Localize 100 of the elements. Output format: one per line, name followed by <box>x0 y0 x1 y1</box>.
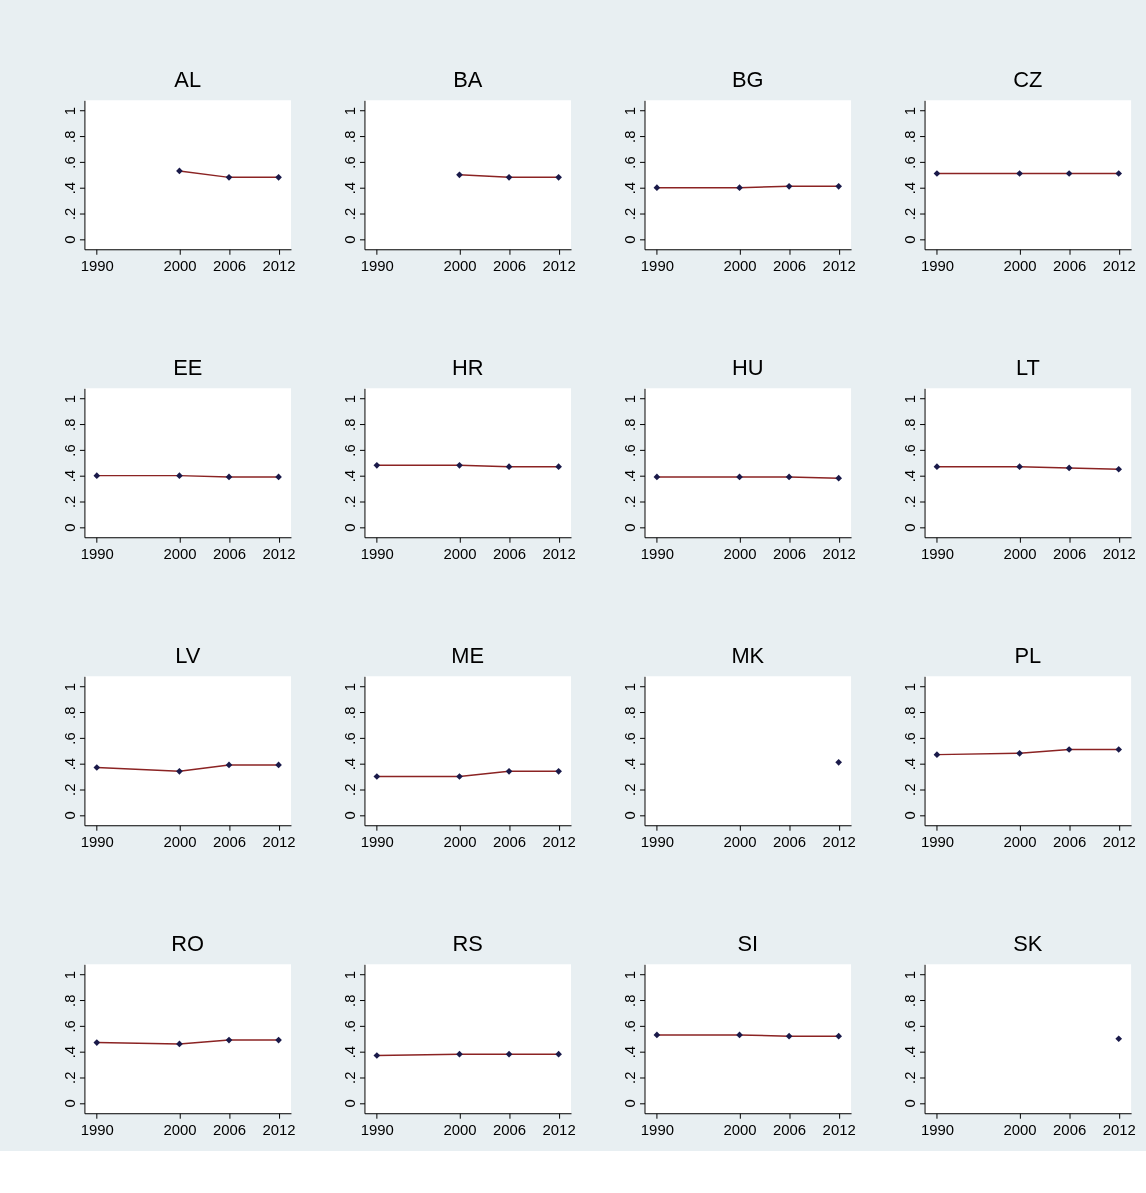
chart-title: BA <box>453 67 483 93</box>
y-tick-label: 0 <box>61 235 78 244</box>
y-tick-label: .2 <box>342 783 359 796</box>
x-tick-label: 1990 <box>920 1121 954 1138</box>
y-tick-label: .4 <box>902 757 919 771</box>
x-tick-label: 2012 <box>542 833 576 850</box>
y-tick-label: .6 <box>902 1020 919 1033</box>
chart-title: BG <box>732 67 764 93</box>
y-tick-label: 1 <box>902 394 919 404</box>
y-tick-label: 1 <box>622 106 639 116</box>
y-tick-label: .6 <box>622 732 639 745</box>
x-tick-label: 2000 <box>723 257 757 274</box>
x-tick-label: 1990 <box>360 545 394 562</box>
y-tick-label: .6 <box>902 444 919 457</box>
y-tick-label: .2 <box>622 1071 639 1084</box>
y-tick-label: 0 <box>61 811 78 820</box>
y-tick-label: .8 <box>902 130 919 143</box>
x-tick-label: 1990 <box>640 833 674 850</box>
x-tick-label: 2000 <box>443 545 477 562</box>
x-tick-label: 2006 <box>773 257 807 274</box>
x-tick-label: 2012 <box>1102 833 1136 850</box>
y-tick-label: .6 <box>342 1020 359 1033</box>
chart-title: ME <box>451 643 485 669</box>
x-tick-label: 2006 <box>212 545 247 562</box>
x-tick-label: 2006 <box>212 1121 247 1138</box>
y-tick-label: .2 <box>902 1071 919 1084</box>
y-tick-label: .2 <box>902 783 919 796</box>
chart-title: HR <box>451 355 484 381</box>
y-tick-label: .4 <box>61 757 78 771</box>
y-tick-label: .8 <box>902 994 919 1007</box>
x-tick-label: 2000 <box>443 257 477 274</box>
x-tick-label: 2012 <box>822 545 856 562</box>
y-tick-label: .2 <box>342 1071 359 1084</box>
y-tick-label: .4 <box>902 469 919 483</box>
y-tick-label: .4 <box>342 469 359 483</box>
y-tick-label: .6 <box>622 444 639 457</box>
y-tick-label: .8 <box>342 418 359 431</box>
chart-title: RS <box>452 931 483 957</box>
y-tick-label: .6 <box>61 156 78 169</box>
y-tick-label: .2 <box>342 207 359 221</box>
x-tick-label: 2000 <box>1003 545 1037 562</box>
chart-title: SI <box>737 931 759 957</box>
x-tick-label: 2012 <box>262 833 296 850</box>
x-tick-label: 2006 <box>212 257 247 274</box>
x-tick-label: 1990 <box>920 545 954 562</box>
x-tick-label: 2000 <box>723 833 757 850</box>
y-tick-label: .8 <box>61 130 78 143</box>
y-tick-label: .2 <box>342 495 359 509</box>
y-tick-label: .8 <box>61 706 78 719</box>
y-tick-label: .8 <box>622 994 639 1007</box>
y-tick-label: .8 <box>342 706 359 719</box>
x-tick-label: 2000 <box>443 833 477 850</box>
y-tick-label: .6 <box>61 444 78 457</box>
y-tick-label: .4 <box>902 181 919 195</box>
y-tick-label: 0 <box>902 523 919 532</box>
y-tick-label: 0 <box>61 523 78 532</box>
x-tick-label: 2000 <box>163 833 197 850</box>
x-tick-label: 1990 <box>640 1121 674 1138</box>
chart-title: HU <box>732 355 764 381</box>
point <box>225 761 233 769</box>
x-tick-label: 2006 <box>773 545 807 562</box>
x-tick-label: 2012 <box>262 545 296 562</box>
chart-title: PL <box>1014 643 1042 669</box>
x-tick-label: 2012 <box>542 257 576 274</box>
y-tick-label: .4 <box>622 1045 639 1059</box>
y-tick-label: .4 <box>342 181 359 195</box>
y-tick-label: .8 <box>902 706 919 719</box>
y-tick-label: .8 <box>61 994 78 1007</box>
y-tick-label: .6 <box>61 732 78 745</box>
x-tick-label: 2012 <box>822 1121 856 1138</box>
y-tick-label: 1 <box>342 682 359 692</box>
y-tick-label: 0 <box>622 811 639 820</box>
y-tick-label: .4 <box>622 469 639 483</box>
y-tick-label: 1 <box>342 394 359 404</box>
x-tick-label: 2012 <box>1102 1121 1136 1138</box>
y-tick-label: .2 <box>61 495 78 509</box>
x-tick-label: 1990 <box>80 545 114 562</box>
y-tick-label: .6 <box>342 156 359 169</box>
x-tick-label: 2012 <box>822 257 856 274</box>
y-tick-label: 1 <box>902 970 919 980</box>
y-tick-label: .4 <box>622 181 639 195</box>
x-tick-label: 2006 <box>493 545 527 562</box>
y-tick-label: .4 <box>61 469 78 483</box>
y-tick-label: 1 <box>342 106 359 116</box>
chart-title: LV <box>175 643 201 669</box>
y-tick-label: .6 <box>342 444 359 457</box>
y-tick-label: 0 <box>902 1099 919 1108</box>
y-tick-label: 0 <box>342 235 359 244</box>
y-tick-label: .2 <box>622 495 639 509</box>
y-tick-label: .8 <box>622 418 639 431</box>
y-tick-label: .2 <box>622 207 639 221</box>
y-tick-label: 1 <box>342 970 359 980</box>
point <box>93 764 101 771</box>
x-tick-label: 2012 <box>542 1121 576 1138</box>
y-tick-label: .2 <box>902 207 919 221</box>
x-tick-label: 2006 <box>773 833 807 850</box>
y-tick-label: .6 <box>622 1020 639 1033</box>
y-tick-label: .6 <box>61 1020 78 1033</box>
y-tick-label: 0 <box>61 1099 78 1108</box>
x-tick-label: 1990 <box>80 1121 114 1138</box>
